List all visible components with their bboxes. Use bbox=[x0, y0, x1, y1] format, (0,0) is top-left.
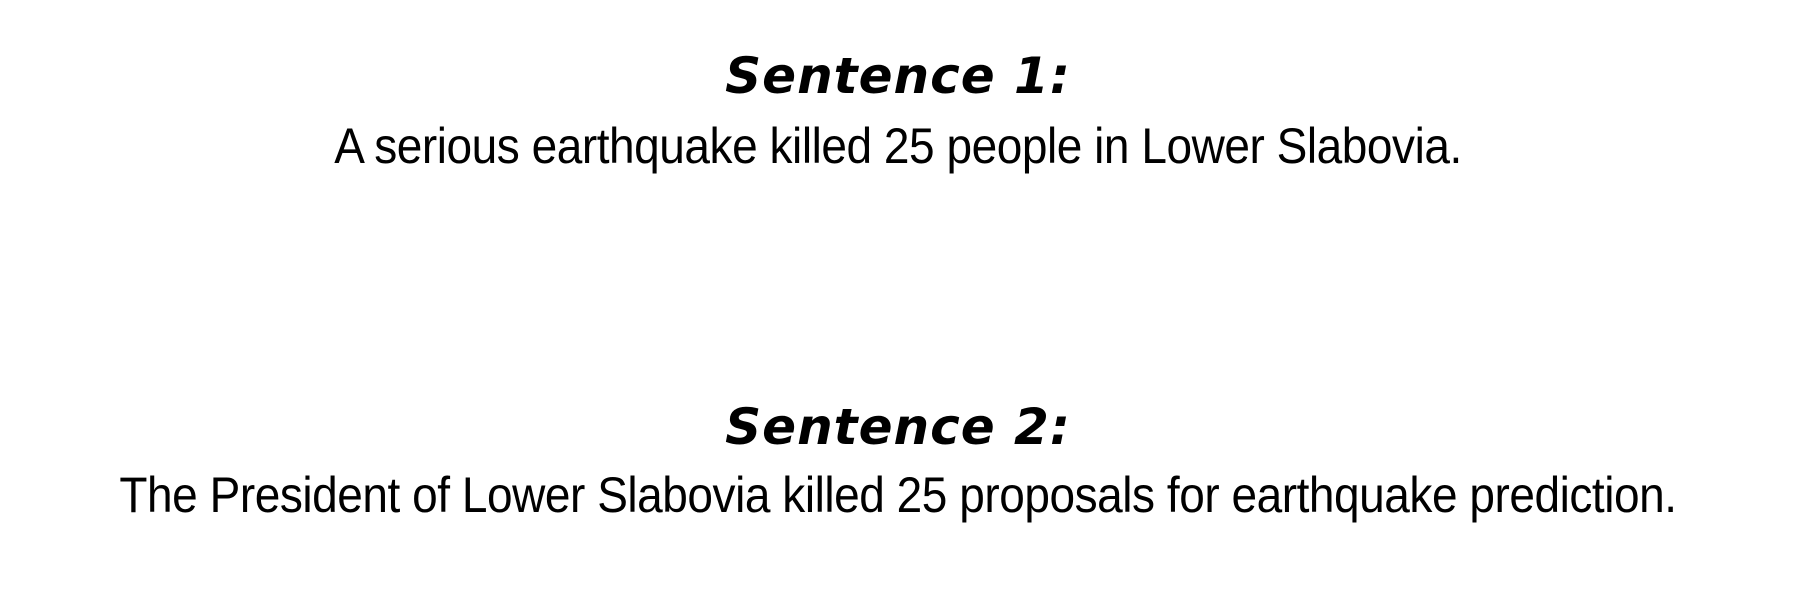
sentence-1-text: A serious earthquake killed 25 people in… bbox=[334, 118, 1462, 174]
sentence-2-heading: Sentence 2: bbox=[725, 398, 1071, 456]
sentence-2-text: The President of Lower Slabovia killed 2… bbox=[119, 467, 1677, 523]
sentence-1-heading: Sentence 1: bbox=[725, 47, 1071, 105]
